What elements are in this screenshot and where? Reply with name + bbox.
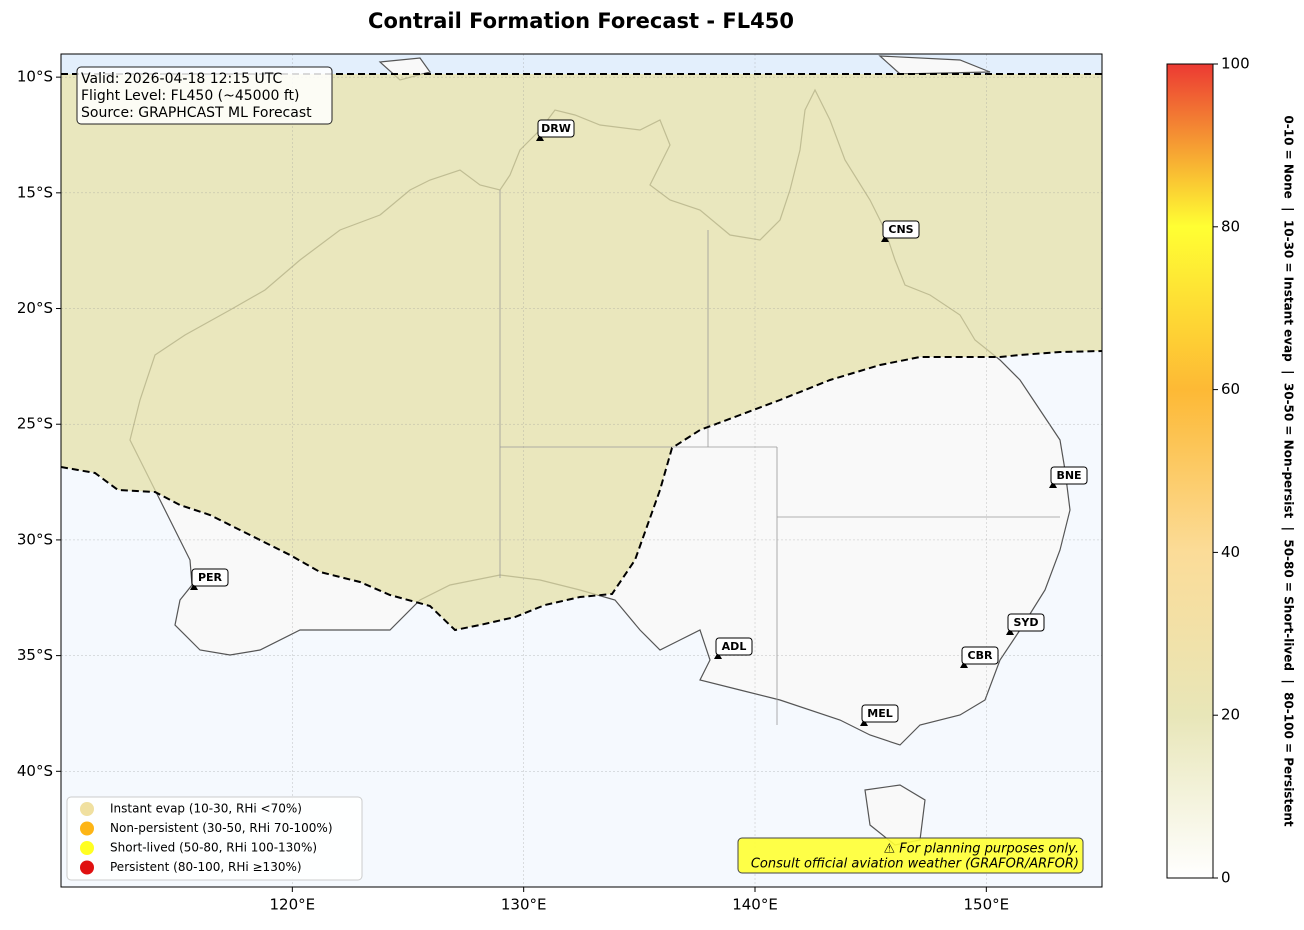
boundary-line (61, 73, 1102, 632)
state-borders (499, 190, 1060, 725)
city-label-box (961, 646, 999, 665)
city-marker (960, 661, 968, 668)
city-label-box (861, 704, 899, 723)
city-label-box (1050, 466, 1088, 485)
city-label: DRW (541, 122, 571, 135)
legend-marker (80, 841, 94, 855)
city-label: PER (198, 571, 223, 584)
colorbar-ticks: 0 20 40 60 80 100 (1213, 55, 1250, 887)
colorbar-tick-label: 40 (1221, 543, 1240, 561)
city-marker (1049, 481, 1057, 488)
x-tick-label: 130°E (501, 896, 547, 914)
legend-items: Instant evap (10-30, RHi <70%) Non-persis… (80, 802, 333, 875)
city-marker (881, 235, 889, 242)
city-label: ADL (722, 640, 747, 653)
warning-line: ⚠ For planning purposes only. (884, 842, 1080, 857)
y-tick-label: 35°S (17, 646, 53, 664)
x-tick-label: 120°E (270, 896, 316, 914)
title: Contrail Formation Forecast - FL450 (368, 9, 794, 33)
city-marker (714, 652, 722, 659)
legend-label: Instant evap (10-30, RHi <70%) (110, 802, 302, 816)
city-marker (190, 583, 198, 590)
city-label-box (715, 637, 753, 656)
colorbar (1166, 63, 1214, 879)
y-tick-label: 15°S (17, 183, 53, 201)
city-label: CNS (888, 223, 913, 236)
city-label: MEL (867, 707, 892, 720)
city-label-box (537, 119, 575, 138)
city-marker (860, 719, 868, 726)
city-label-box (1007, 613, 1045, 632)
city-marker (536, 134, 544, 141)
legend-marker (80, 802, 94, 816)
map: DRW CNS BNE PER ADL SYD CBR MEL (61, 54, 1102, 887)
city-label-box (882, 220, 920, 239)
colorbar-label: 0-10 = None | 10-30 = Instant evap | 30-… (1282, 115, 1296, 826)
x-tick-label: 140°E (732, 896, 778, 914)
cities: DRW CNS BNE PER ADL SYD CBR MEL (190, 119, 1088, 726)
legend-label: Persistent (80-100, RHi ≥130%) (110, 860, 302, 874)
colorbar-tick-label: 60 (1221, 380, 1240, 398)
info-line: Flight Level: FL450 (~45000 ft) (81, 88, 300, 104)
axes: 120°E 130°E 140°E 150°E 10°S 15°S 20°S 25°S 30°S… (17, 68, 1009, 914)
legend-marker (80, 860, 94, 875)
colorbar-tick-label: 100 (1221, 55, 1250, 73)
y-tick-label: 20°S (17, 299, 53, 317)
city-marker (1006, 628, 1014, 635)
city-label: SYD (1013, 616, 1038, 629)
info-box (76, 66, 333, 125)
info-line: Valid: 2026-04-18 12:15 UTC (81, 71, 282, 87)
warning-box (737, 837, 1084, 874)
colorbar-tick-label: 20 (1221, 706, 1240, 724)
legend-marker (80, 821, 94, 836)
map-frame (60, 53, 1103, 888)
y-tick-label: 30°S (17, 530, 53, 548)
legend-label: Short-lived (50-80, RHi 100-130%) (110, 841, 317, 855)
y-tick-label: 40°S (17, 762, 53, 780)
city-label: BNE (1056, 469, 1081, 482)
colorbar-tick-label: 0 (1221, 869, 1231, 887)
colorbar-tick-label: 80 (1221, 217, 1240, 235)
y-tick-label: 25°S (17, 415, 53, 433)
city-label: CBR (968, 649, 993, 662)
city-label-box (191, 568, 229, 587)
y-tick-label: 10°S (17, 68, 53, 86)
forecast-zone (61, 74, 1102, 630)
info-line: Source: GRAPHCAST ML Forecast (81, 105, 312, 121)
legend (66, 796, 363, 881)
legend-label: Non-persistent (30-50, RHi 70-100%) (110, 821, 333, 835)
x-tick-label: 150°E (964, 896, 1010, 914)
warning-line: Consult official aviation weather (GRAFO… (751, 857, 1079, 872)
